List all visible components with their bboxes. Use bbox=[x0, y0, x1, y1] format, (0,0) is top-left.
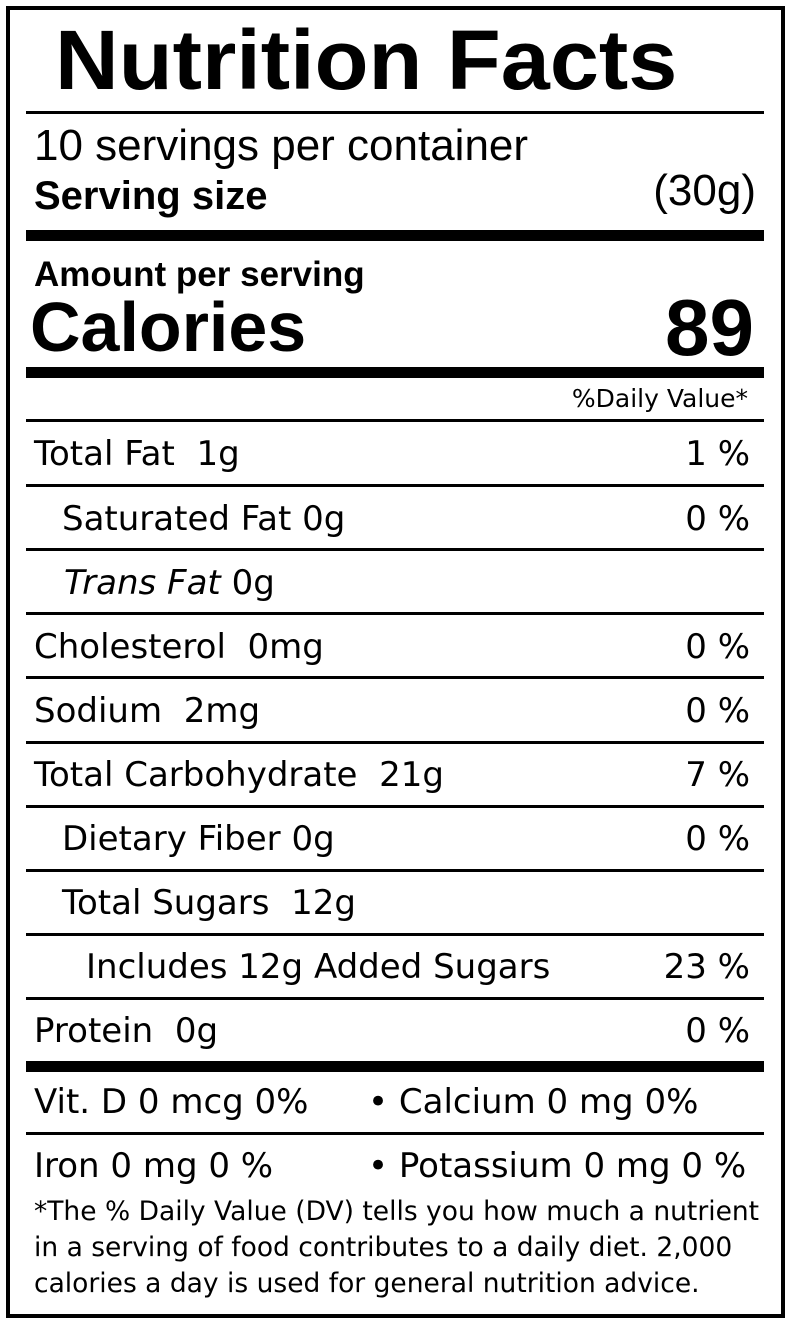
potassium: • Potassium 0 mg 0 % bbox=[368, 1146, 747, 1186]
divider bbox=[26, 997, 764, 1000]
label-title: Nutrition Facts bbox=[55, 13, 678, 107]
nutrient-row-saturated-fat: Saturated Fat 0g 0 % bbox=[26, 487, 764, 551]
nutrient-label: Saturated Fat 0g bbox=[62, 499, 346, 539]
divider bbox=[26, 1132, 764, 1135]
nutrient-dv: 0 % bbox=[685, 691, 750, 731]
serving-size-value: (30g) bbox=[653, 166, 756, 215]
nutrient-dv: 7 % bbox=[685, 755, 750, 795]
calcium: • Calcium 0 mg 0% bbox=[368, 1082, 699, 1122]
nutrient-label: Trans Fat 0g bbox=[64, 563, 275, 603]
nutrient-dv: 0 % bbox=[685, 819, 750, 859]
nutrient-dv: 0 % bbox=[685, 627, 750, 667]
divider bbox=[26, 869, 764, 872]
divider bbox=[26, 805, 764, 808]
nutrient-label: Total Fat 1g bbox=[34, 434, 240, 474]
nutrient-row-total-fat: Total Fat 1g 1 % bbox=[26, 422, 764, 486]
nutrient-dv: 1 % bbox=[685, 434, 750, 474]
divider bbox=[26, 612, 764, 615]
nutrient-row-trans-fat: Trans Fat 0g bbox=[26, 551, 764, 615]
nutrient-row-cholesterol: Cholesterol 0mg 0 % bbox=[26, 615, 764, 679]
nutrient-dv: 23 % bbox=[663, 947, 750, 987]
thick-divider bbox=[26, 1061, 764, 1072]
divider bbox=[26, 933, 764, 936]
iron: Iron 0 mg 0 % bbox=[34, 1146, 274, 1186]
nutrient-row-total-sugars: Total Sugars 12g bbox=[26, 871, 764, 935]
thick-divider bbox=[26, 230, 764, 241]
nutrient-row-total-carbohydrate: Total Carbohydrate 21g 7 % bbox=[26, 743, 764, 807]
nutrient-row-dietary-fiber: Dietary Fiber 0g 0 % bbox=[26, 807, 764, 871]
nutrient-label: Dietary Fiber 0g bbox=[62, 819, 335, 859]
nutrient-label: Cholesterol 0mg bbox=[34, 627, 324, 667]
nutrient-label: Includes 12g Added Sugars bbox=[86, 947, 551, 987]
divider bbox=[26, 484, 764, 487]
amount-per-serving: Amount per serving bbox=[34, 255, 365, 294]
daily-value-header: %Daily Value* bbox=[571, 384, 748, 413]
nutrient-label: Protein 0g bbox=[34, 1011, 219, 1051]
divider bbox=[26, 741, 764, 744]
nutrient-label: Sodium 2mg bbox=[34, 691, 261, 731]
nutrient-dv: 0 % bbox=[685, 1011, 750, 1051]
nutrition-label bbox=[6, 6, 785, 1318]
nutrient-row-protein: Protein 0g 0 % bbox=[26, 999, 764, 1063]
calories-label: Calories bbox=[30, 288, 307, 366]
nutrient-row-sodium: Sodium 2mg 0 % bbox=[26, 679, 764, 743]
divider bbox=[26, 111, 764, 114]
vitamin-d: Vit. D 0 mcg 0% bbox=[34, 1082, 309, 1122]
divider bbox=[26, 548, 764, 551]
nutrient-label: Total Sugars 12g bbox=[62, 883, 356, 923]
divider bbox=[26, 676, 764, 679]
calories-value: 89 bbox=[665, 283, 754, 372]
nutrient-dv: 0 % bbox=[685, 499, 750, 539]
thick-divider bbox=[26, 367, 764, 378]
servings-per-container: 10 servings per container bbox=[34, 121, 529, 170]
footnote: *The % Daily Value (DV) tells you how mu… bbox=[34, 1196, 760, 1299]
divider bbox=[26, 419, 764, 422]
nutrient-label: Total Carbohydrate 21g bbox=[34, 755, 444, 795]
nutrient-row-added-sugars: Includes 12g Added Sugars 23 % bbox=[26, 935, 764, 999]
serving-size-label: Serving size bbox=[34, 174, 268, 218]
